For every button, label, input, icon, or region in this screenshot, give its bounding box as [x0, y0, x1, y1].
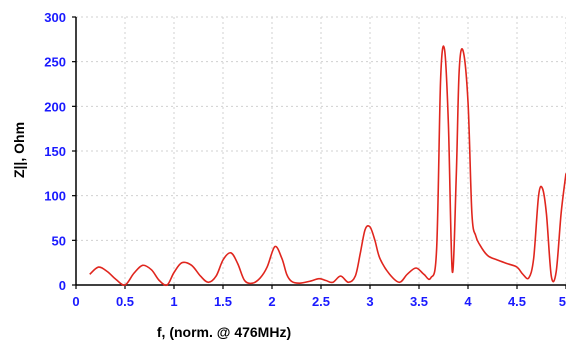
y-axis-label: Z||, Ohm	[11, 122, 27, 178]
x-tick-label: 2.5	[312, 294, 330, 309]
x-tick-label: 1	[170, 294, 177, 309]
y-tick-labels: 0 50 100 150 200 250 300	[44, 10, 66, 293]
x-tick-label: 3.5	[410, 294, 428, 309]
y-tick-label: 250	[44, 55, 66, 70]
y-tick-label: 50	[52, 233, 66, 248]
x-tick-label: 2	[268, 294, 275, 309]
chart-axes	[72, 16, 566, 289]
x-tick-label: 5	[559, 294, 566, 309]
x-tick-labels: 0 0.5 1 1.5 2 2.5 3 3.5 4 4.5 5	[72, 294, 566, 309]
x-tick-label: 4	[464, 294, 472, 309]
chart-grid	[76, 16, 566, 285]
y-tick-label: 200	[44, 99, 66, 114]
series-line	[89, 45, 566, 287]
series-layer	[89, 45, 566, 287]
y-tick-label: 100	[44, 189, 66, 204]
x-axis-label: f, (norm. @ 476MHz)	[157, 324, 291, 340]
y-tick-label: 300	[44, 10, 66, 25]
y-tick-label: 0	[59, 278, 66, 293]
x-tick-label: 4.5	[508, 294, 526, 309]
y-tick-label: 150	[44, 144, 66, 159]
x-tick-label: 0	[72, 294, 79, 309]
x-tick-label: 3	[366, 294, 373, 309]
x-tick-label: 1.5	[214, 294, 232, 309]
x-tick-label: 0.5	[116, 294, 134, 309]
